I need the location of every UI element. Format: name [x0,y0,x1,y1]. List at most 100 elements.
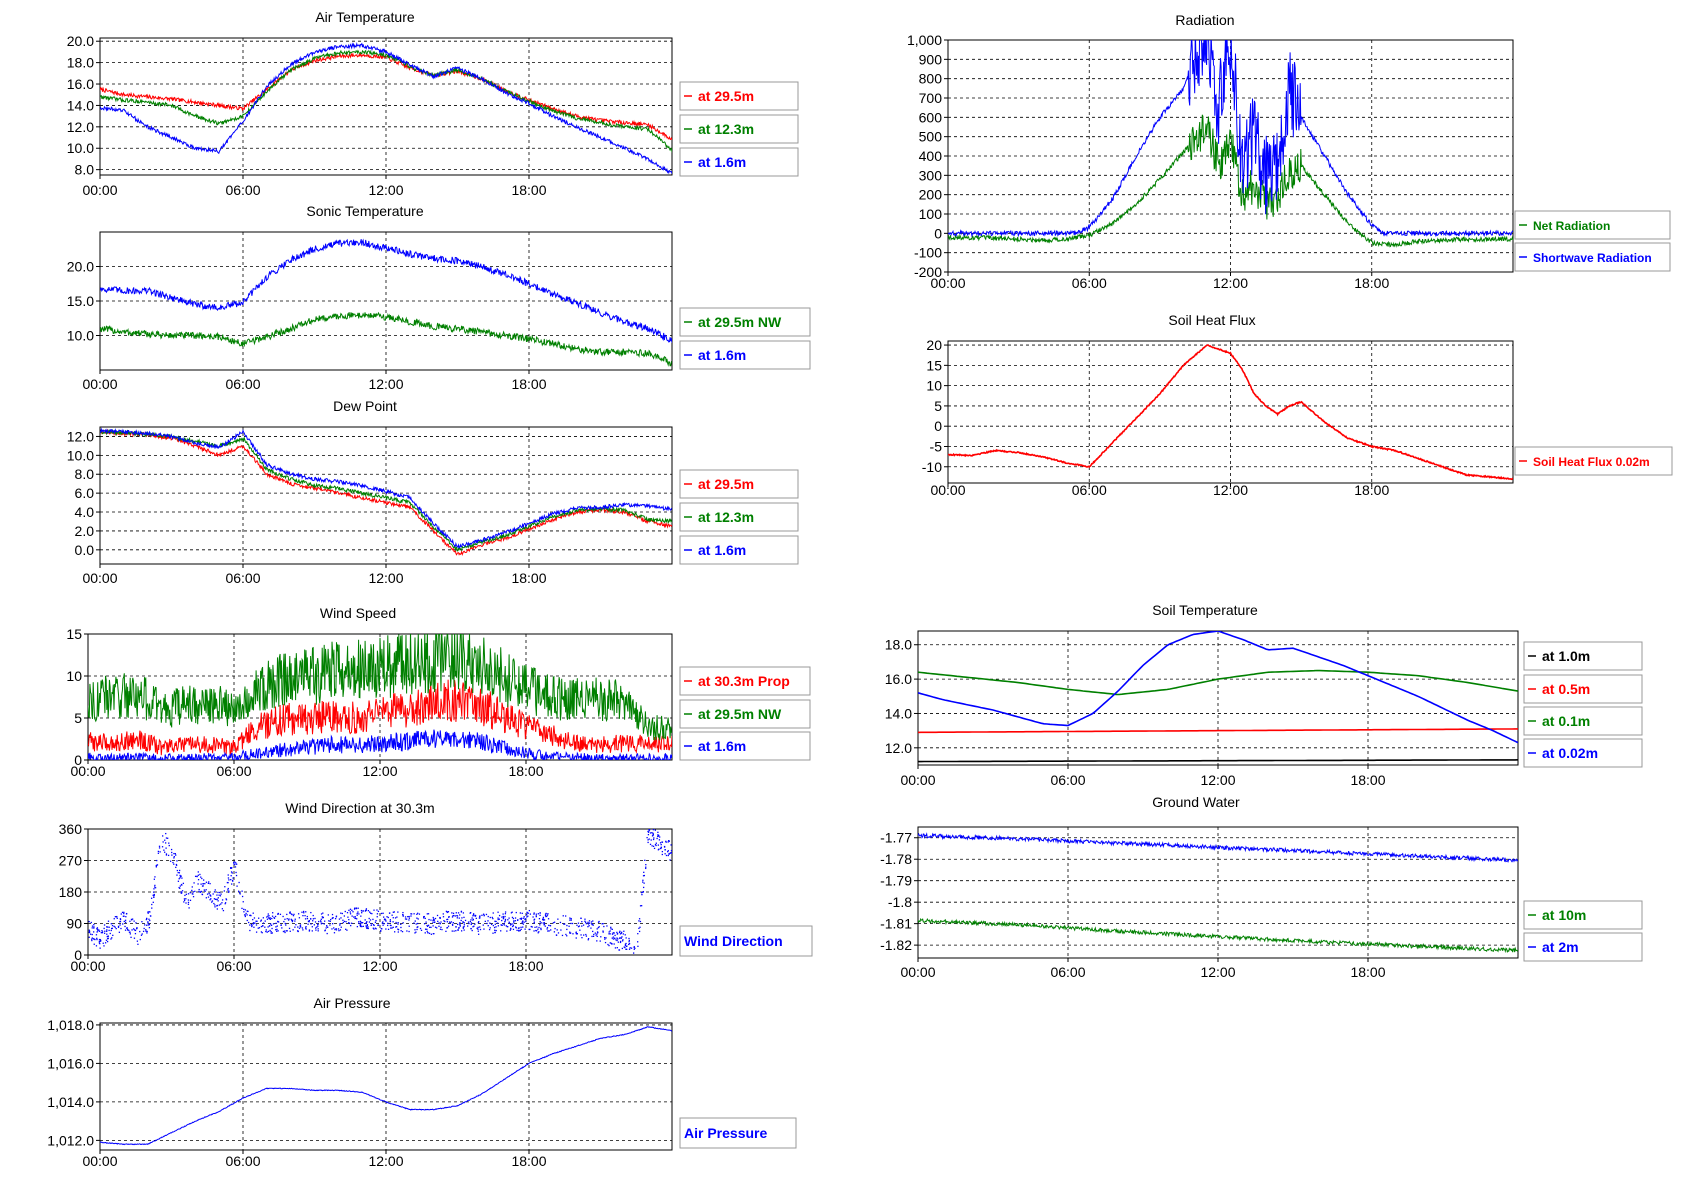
scatter-point [533,922,535,924]
scatter-point [437,920,439,923]
scatter-point [539,924,541,926]
scatter-point [276,930,278,932]
scatter-point [587,926,589,928]
scatter-point [360,915,362,917]
scatter-point [204,883,206,885]
scatter-point [445,930,447,933]
scatter-point [410,913,413,915]
scatter-point [151,907,153,909]
scatter-point [154,876,156,878]
scatter-point [622,939,624,941]
scatter-point [520,918,522,920]
scatter-point [296,930,299,932]
y-tick-label: 12.0 [885,740,912,756]
scatter-point [524,918,526,921]
scatter-point [654,829,656,831]
scatter-point [604,938,606,940]
scatter-point [173,852,175,855]
scatter-point [365,908,368,910]
scatter-point [657,844,660,846]
scatter-point [204,890,206,892]
scatter-point [143,927,145,930]
legend-box [1514,446,1673,476]
scatter-point [270,924,273,927]
scatter-point [287,919,290,921]
scatter-point [219,895,222,897]
legend-item: Air Pressure [679,1117,797,1149]
scatter-point [133,920,135,922]
scatter-point [517,919,519,921]
scatter-point [511,911,513,913]
scatter-point [335,916,338,918]
scatter-point [451,916,454,918]
series-group [918,832,1518,954]
scatter-point [584,918,586,920]
scatter-point [165,842,167,844]
scatter-point [231,883,233,885]
y-tick-label: 180 [59,884,83,900]
y-tick-label: 18.0 [67,55,94,71]
y-tick-label: 600 [919,109,943,125]
scatter-point [247,910,249,913]
scatter-point [128,929,130,932]
chart-air-pressure: Air Pressure 1,012.0 1,014.0 1,016.0 1,018.0… [47,995,797,1169]
scatter-point [174,853,176,855]
scatter-point [249,924,251,926]
scatter-point [301,911,303,913]
y-tick-label: 1,012.0 [47,1132,94,1148]
y-tick-label: 0 [74,752,82,768]
scatter-point [197,879,200,881]
scatter-point [233,862,235,864]
scatter-point [619,937,621,939]
scatter-point [100,931,103,934]
scatter-point [526,913,528,916]
scatter-point [643,871,645,873]
scatter-point [548,924,550,927]
scatter-point [200,883,202,885]
scatter-point [608,931,610,933]
scatter-point [98,940,101,942]
scatter-point [585,922,587,925]
scatter-point [452,915,454,917]
scatter-point [472,914,475,916]
scatter-point [162,835,164,837]
scatter-point [337,928,340,930]
legend-item: at 0.1m [1523,706,1643,736]
scatter-point [157,852,160,854]
legend-label: Air Pressure [684,1125,767,1141]
scatter-point [357,921,360,923]
series-line-at-30-3m-prop [88,679,672,756]
scatter-point [580,934,582,936]
scatter-point [285,924,287,926]
scatter-point [619,940,622,943]
y-tick-label: 500 [919,129,943,145]
scatter-point [618,949,620,951]
series-line-at-29-5m-nw [100,311,672,367]
scatter-point [346,929,348,931]
scatter-point [349,908,352,910]
scatter-point [208,892,210,895]
scatter-point [305,911,307,913]
scatter-point [606,925,608,927]
scatter-point [276,925,278,927]
scatter-point [244,915,246,918]
scatter-point [654,843,657,846]
y-tick-label: 700 [919,90,943,106]
scatter-point [671,848,672,850]
scatter-point [205,881,208,883]
scatter-point [510,923,512,925]
scatter-point [659,847,662,850]
scatter-point [653,847,656,850]
scatter-point [427,932,429,934]
scatter-point [404,916,407,918]
scatter-point [106,935,108,938]
scatter-point [359,925,362,928]
scatter-point [168,842,170,844]
scatter-point [500,930,502,932]
scatter-point [304,918,307,920]
scatter-point [366,924,369,926]
scatter-point [355,917,357,920]
scatter-point [642,879,644,881]
scatter-point [235,862,237,864]
scatter-point [592,920,594,922]
